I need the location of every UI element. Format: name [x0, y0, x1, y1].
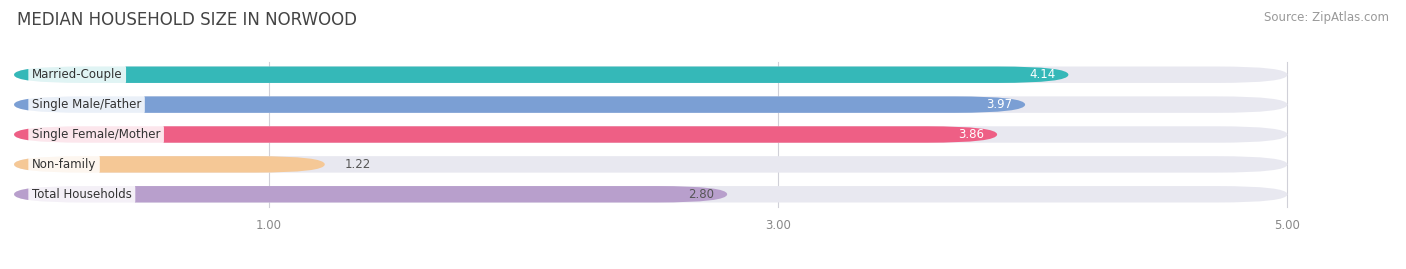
Text: Non-family: Non-family	[32, 158, 96, 171]
FancyBboxPatch shape	[14, 156, 325, 173]
FancyBboxPatch shape	[14, 126, 1288, 143]
Text: MEDIAN HOUSEHOLD SIZE IN NORWOOD: MEDIAN HOUSEHOLD SIZE IN NORWOOD	[17, 11, 357, 29]
Text: 4.14: 4.14	[1029, 68, 1056, 81]
FancyBboxPatch shape	[14, 96, 1025, 113]
Text: 3.86: 3.86	[959, 128, 984, 141]
Text: 1.22: 1.22	[344, 158, 371, 171]
Text: 2.80: 2.80	[689, 188, 714, 201]
FancyBboxPatch shape	[14, 66, 1069, 83]
FancyBboxPatch shape	[14, 156, 1288, 173]
Text: Single Female/Mother: Single Female/Mother	[32, 128, 160, 141]
FancyBboxPatch shape	[14, 126, 997, 143]
Text: Source: ZipAtlas.com: Source: ZipAtlas.com	[1264, 11, 1389, 24]
Text: Married-Couple: Married-Couple	[32, 68, 122, 81]
FancyBboxPatch shape	[14, 66, 1288, 83]
FancyBboxPatch shape	[14, 186, 1288, 203]
Text: Single Male/Father: Single Male/Father	[32, 98, 141, 111]
FancyBboxPatch shape	[14, 96, 1288, 113]
Text: Total Households: Total Households	[32, 188, 132, 201]
Text: 3.97: 3.97	[986, 98, 1012, 111]
FancyBboxPatch shape	[14, 186, 727, 203]
